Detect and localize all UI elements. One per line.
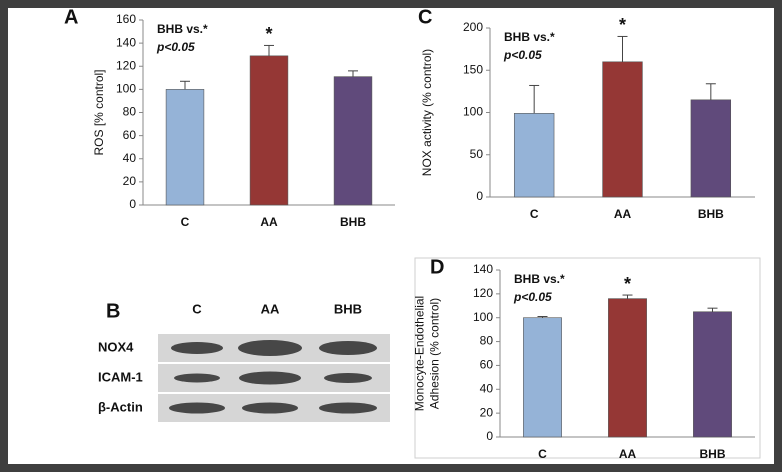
- x-tick-label: BHB: [700, 447, 726, 461]
- error-bar: [622, 294, 633, 299]
- y-axis-label: Monocyte-Endothelial: [413, 296, 427, 411]
- lane-label: AA: [261, 301, 280, 316]
- y-axis-label: ROS [% control]: [92, 69, 106, 155]
- significance-star: *: [624, 274, 631, 294]
- significance-star: *: [619, 15, 626, 35]
- bar: [690, 99, 732, 198]
- x-tick-label: C: [538, 447, 547, 461]
- y-tick-label: 20: [123, 174, 137, 188]
- error-bar: [705, 83, 716, 100]
- y-tick-label: 100: [463, 105, 483, 119]
- bar: [608, 298, 647, 438]
- panel-frame: [414, 257, 761, 459]
- panel-label: A: [64, 6, 78, 28]
- blot-band: [171, 342, 223, 354]
- annotation: BHB vs.*: [504, 30, 555, 44]
- y-tick-label: 60: [123, 128, 137, 142]
- annotation: p<0.05: [513, 290, 552, 304]
- x-tick-label: C: [181, 215, 190, 229]
- x-tick-label: BHB: [698, 207, 724, 221]
- error-bar: [264, 44, 274, 56]
- y-tick-label: 60: [480, 358, 494, 372]
- y-tick-label: 50: [470, 147, 484, 161]
- blot-band: [324, 373, 372, 383]
- y-tick-label: 200: [463, 20, 483, 34]
- western-blot: B C AA BHB NOX4 ICAM-1 β-Actin: [98, 300, 390, 422]
- annotation: p<0.05: [156, 40, 195, 54]
- bar: [513, 113, 555, 198]
- y-axis-label: Adhesion (% control): [428, 298, 442, 409]
- error-bar: [348, 70, 358, 77]
- error-bar: [537, 316, 548, 318]
- row-label: ICAM-1: [98, 369, 143, 384]
- bar: [693, 311, 732, 438]
- lane-label: C: [192, 301, 202, 316]
- y-tick-label: 40: [123, 151, 137, 165]
- error-bar: [617, 35, 628, 62]
- bar: [602, 61, 643, 198]
- blot-band: [239, 371, 301, 385]
- blot-band: [319, 341, 377, 355]
- annotation: BHB vs.*: [157, 22, 208, 36]
- annotation: p<0.05: [503, 48, 542, 62]
- y-axis-label: NOX activity (% control): [420, 49, 434, 176]
- row-label: NOX4: [98, 339, 134, 354]
- y-tick-label: 160: [116, 12, 136, 26]
- error-bar: [529, 84, 540, 114]
- lane-label: BHB: [334, 301, 362, 316]
- error-bar: [180, 80, 190, 90]
- y-tick-label: 140: [116, 35, 136, 49]
- blot-band: [319, 402, 377, 414]
- y-tick-label: 100: [116, 82, 136, 96]
- blot-band: [169, 402, 225, 414]
- y-tick-label: 0: [476, 189, 483, 203]
- bar: [249, 55, 289, 206]
- row-label: β-Actin: [98, 399, 143, 414]
- blot-band: [242, 402, 298, 414]
- y-tick-label: 150: [463, 62, 483, 76]
- panel-label: C: [418, 6, 432, 28]
- bar: [523, 317, 562, 438]
- bar: [333, 76, 373, 206]
- x-tick-label: AA: [619, 447, 637, 461]
- y-tick-label: 0: [129, 197, 136, 211]
- panel-label: D: [430, 256, 444, 278]
- blot-band: [238, 340, 302, 356]
- y-tick-label: 40: [480, 381, 494, 395]
- error-bar: [707, 307, 718, 312]
- x-tick-label: AA: [614, 207, 632, 221]
- y-tick-label: 100: [473, 310, 493, 324]
- y-tick-label: 0: [486, 429, 493, 443]
- y-tick-label: 80: [480, 334, 494, 348]
- significance-star: *: [265, 24, 272, 44]
- annotation: BHB vs.*: [514, 272, 565, 286]
- panel-label: B: [106, 300, 120, 322]
- y-tick-label: 140: [473, 262, 493, 276]
- blot-band: [174, 373, 220, 383]
- x-tick-label: AA: [260, 215, 278, 229]
- y-tick-label: 20: [480, 405, 494, 419]
- x-tick-label: BHB: [340, 215, 366, 229]
- figure-background: [8, 8, 774, 464]
- y-tick-label: 120: [116, 58, 136, 72]
- y-tick-label: 80: [123, 105, 137, 119]
- bar: [165, 89, 205, 206]
- y-tick-label: 120: [473, 286, 493, 300]
- x-tick-label: C: [530, 207, 539, 221]
